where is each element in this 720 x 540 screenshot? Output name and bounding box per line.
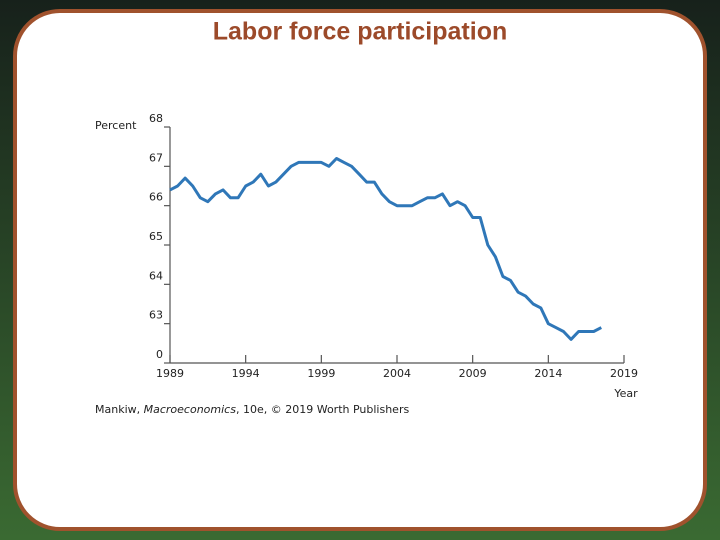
x-axis-label: Year: [613, 387, 638, 400]
x-tick-label: 2009: [459, 367, 487, 380]
y-tick-label: 0: [156, 348, 163, 361]
chart-title: Labor force participation: [213, 18, 507, 46]
y-tick-label: 68: [149, 112, 163, 125]
x-tick-label: 2014: [534, 367, 562, 380]
y-axis-label: Percent: [95, 119, 137, 132]
y-tick-label: 63: [149, 309, 163, 322]
y-tick-label: 67: [149, 151, 163, 164]
x-tick-label: 1994: [232, 367, 260, 380]
x-tick-label: 2004: [383, 367, 411, 380]
y-tick-label: 64: [149, 269, 163, 282]
y-tick-label: 66: [149, 191, 163, 204]
slide-panel: [13, 9, 707, 531]
y-tick-label: 65: [149, 230, 163, 243]
source-note: Mankiw, Macroeconomics, 10e, © 2019 Wort…: [95, 403, 409, 416]
x-tick-label: 1989: [156, 367, 184, 380]
data-line: [169, 157, 602, 341]
x-tick-label: 1999: [307, 367, 335, 380]
x-tick-label: 2019: [610, 367, 638, 380]
